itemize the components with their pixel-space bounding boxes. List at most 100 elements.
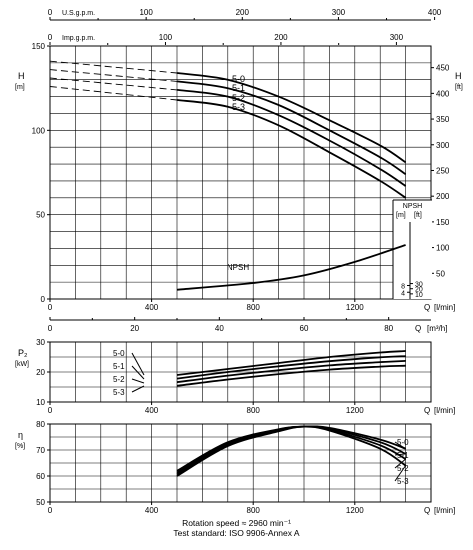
impgpm-tick-label: 200	[274, 33, 288, 42]
head-ft-tick-label: 200	[436, 192, 450, 201]
m3h-tick-label: 0	[48, 324, 53, 333]
head-ft-tick-label: 50	[436, 269, 445, 278]
head-curve-5-0	[176, 72, 407, 164]
impgpm-tick-label: 0	[48, 33, 53, 42]
impgpm-tick-label: 300	[390, 33, 404, 42]
efficiency-curve-label-leader	[394, 458, 406, 469]
efficiency-xtick-label: 1200	[346, 506, 364, 515]
power-curve-5-0	[176, 350, 406, 376]
efficiency-curve-label-leader	[394, 465, 407, 482]
head-xtick-label: 400	[145, 303, 159, 312]
head-ft-tick-label: 300	[436, 141, 450, 150]
head-curve-label: 5-1	[232, 83, 245, 93]
impgpm-axis-label: Imp.g.p.m.	[62, 35, 95, 42]
power-xlabel-unit: [l/min]	[434, 406, 455, 415]
power-curve-label-leader	[131, 378, 145, 384]
efficiency-xtick-label: 800	[247, 506, 261, 515]
usgpm-tick-label: 200	[236, 8, 250, 17]
head-curve-5-1	[176, 80, 407, 175]
head-curve-5-3-extrapolation	[49, 86, 178, 101]
npsh-curve-label: NPSH	[227, 263, 249, 272]
efficiency-xlabel-unit: [l/min]	[434, 506, 455, 515]
head-ylabel: H	[18, 71, 25, 81]
npsh-m-tick-label: 8	[401, 284, 405, 291]
power-ylabel-unit: [kW]	[15, 361, 29, 368]
power-xlabel: Q	[424, 406, 430, 415]
efficiency-ytick-label: 50	[36, 498, 45, 507]
efficiency-curve-label: 5-0	[397, 438, 409, 447]
npsh-inset-m-unit: [m]	[396, 212, 406, 219]
head-curve-label: 5-2	[232, 93, 245, 103]
power-xtick-label: 400	[145, 406, 159, 415]
m3h-tick-label: 20	[130, 324, 139, 333]
power-curve-label-leader	[131, 385, 145, 393]
head-curve-label: 5-0	[232, 74, 245, 84]
efficiency-curve-label: 5-1	[397, 451, 409, 460]
npsh-inset-title: NPSH	[403, 203, 422, 210]
m3h-tick-label: 80	[384, 324, 393, 333]
head-xtick-label: 800	[247, 303, 261, 312]
npsh-ft-tick-label: 10	[415, 292, 423, 299]
efficiency-ytick-label: 60	[36, 472, 45, 481]
usgpm-tick-label: 100	[139, 8, 153, 17]
footer-rotation-speed: Rotation speed ≈ 2960 min⁻¹	[182, 518, 291, 528]
efficiency-curve-label-leader	[394, 453, 406, 456]
power-ytick-label: 30	[36, 338, 45, 347]
efficiency-xtick-label: 400	[145, 506, 159, 515]
efficiency-curve-5-0	[176, 425, 406, 472]
head-curve-label: 5-3	[232, 102, 245, 112]
efficiency-ylabel: η	[18, 430, 23, 440]
head-xlabel-unit: [l/min]	[434, 303, 455, 312]
head-ytick-label: 50	[36, 211, 45, 220]
power-xtick-label: 1200	[346, 406, 364, 415]
efficiency-curve-label: 5-3	[397, 477, 409, 486]
usgpm-tick-label: 400	[428, 8, 442, 17]
power-curve-label-leader	[131, 365, 145, 380]
power-ytick-label: 20	[36, 368, 45, 377]
power-curve-label: 5-3	[113, 388, 125, 397]
head-ft-tick-label: 100	[436, 244, 450, 253]
head-ft-tick-label: 350	[436, 115, 450, 124]
head-curve-5-2	[176, 89, 407, 187]
power-curve-5-3	[176, 364, 406, 387]
efficiency-xlabel: Q	[424, 506, 430, 515]
npsh-curve	[176, 244, 406, 291]
head-ft-tick-label: 400	[436, 89, 450, 98]
m3h-xlabel-unit: [m³/h]	[427, 324, 447, 333]
usgpm-tick-label: 0	[48, 8, 53, 17]
head-xlabel: Q	[424, 303, 430, 312]
footer-test-standard: Test standard: ISO 9906-Annex A	[173, 528, 300, 538]
power-ylabel: P₂	[18, 348, 28, 358]
npsh-ft-tick-label: 30	[415, 282, 423, 289]
head-right-ylabel: H	[455, 71, 462, 81]
npsh-inset-ft-unit: [ft]	[414, 212, 422, 219]
power-xtick-label: 0	[48, 406, 53, 415]
head-ytick-label: 0	[41, 295, 46, 304]
npsh-inset-background	[393, 200, 432, 299]
usgpm-axis-label: U.S.g.p.m.	[62, 10, 95, 17]
usgpm-tick-label: 300	[332, 8, 346, 17]
power-curve-label: 5-2	[113, 375, 125, 384]
efficiency-ylabel-unit: [%]	[15, 443, 25, 450]
npsh-m-tick-label: 4	[401, 290, 405, 297]
head-curve-5-3	[176, 99, 407, 199]
head-ytick-label: 150	[32, 42, 46, 51]
npsh-ft-tick-label: 20	[415, 287, 423, 294]
head-ft-tick-label: 450	[436, 64, 450, 73]
power-curve-label: 5-1	[113, 362, 125, 371]
power-curve-5-2	[176, 360, 406, 384]
efficiency-ytick-label: 70	[36, 446, 45, 455]
power-curve-label-leader	[131, 352, 145, 376]
power-curve-5-1	[176, 355, 406, 380]
head-xtick-label: 1200	[346, 303, 364, 312]
efficiency-ytick-label: 80	[36, 420, 45, 429]
power-ytick-label: 10	[36, 398, 45, 407]
head-ft-tick-label: 250	[436, 166, 450, 175]
m3h-xlabel: Q	[415, 324, 421, 333]
head-ytick-label: 100	[32, 126, 46, 135]
m3h-tick-label: 40	[215, 324, 224, 333]
m3h-tick-label: 60	[300, 324, 309, 333]
head-xtick-label: 0	[48, 303, 53, 312]
efficiency-xtick-label: 0	[48, 506, 53, 515]
